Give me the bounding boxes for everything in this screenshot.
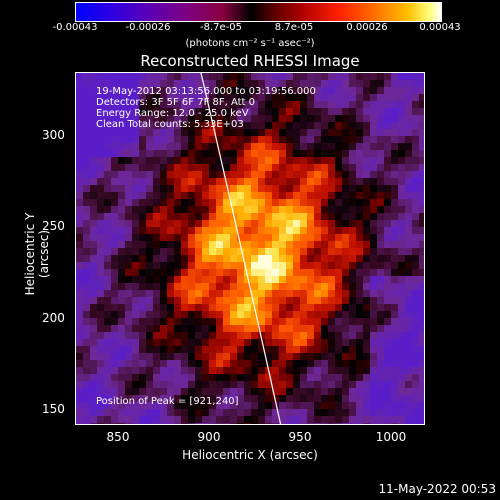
timestamp: 11-May-2022 00:53 (378, 482, 496, 496)
peak-position-label: Position of Peak = [921,240] (96, 396, 239, 407)
y-tick-label: 150 (42, 402, 65, 416)
image-plot: 19-May-2012 03:13:56.000 to 03:19:56.000… (75, 72, 425, 425)
x-axis-label: Heliocentric X (arcsec) (182, 448, 318, 462)
time-range-label: 19-May-2012 03:13:56.000 to 03:19:56.000 (96, 86, 316, 97)
colorbar (75, 2, 442, 22)
detectors-label: Detectors: 3F 5F 6F 7F 8F, Att 0 (96, 97, 256, 108)
y-tick-label: 250 (42, 219, 65, 233)
energy-range-label: Energy Range: 12.0 - 25.0 keV (96, 108, 249, 119)
colorbar-tick: -8.7e-05 (200, 22, 242, 33)
colorbar-tick: 0.00026 (346, 22, 388, 33)
x-tick-label: 950 (288, 430, 312, 444)
solar-limb-line (200, 73, 282, 424)
colorbar-tick: -0.00026 (125, 22, 171, 33)
y-tick-label: 200 (42, 311, 65, 325)
image-pixels (76, 73, 424, 424)
x-tick-label: 900 (197, 430, 221, 444)
colorbar-tick: -0.00043 (52, 22, 98, 33)
colorbar-tick: 0.00043 (419, 22, 461, 33)
x-tick-label: 850 (106, 430, 130, 444)
y-tick-label: 300 (42, 128, 65, 142)
clean-counts-label: Clean Total counts: 5.33E+03 (96, 119, 244, 130)
reconstructed-image (76, 73, 424, 424)
plot-title: Reconstructed RHESSI Image (140, 52, 360, 70)
x-tick-label: 1000 (375, 430, 407, 444)
colorbar-units: (photons cm⁻² s⁻¹ asec⁻²) (185, 38, 315, 49)
y-axis-label: Heliocentric Y (arcsec) (23, 212, 51, 296)
colorbar-tick: 8.7e-05 (274, 22, 314, 33)
